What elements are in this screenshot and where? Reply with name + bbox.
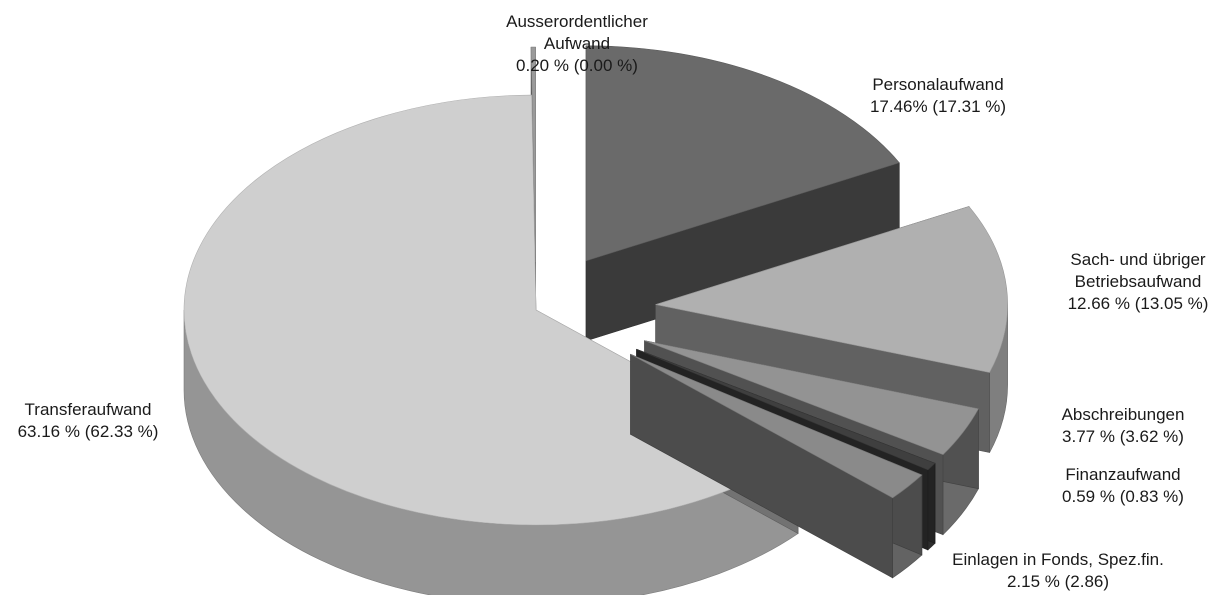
label-line: Betriebsaufwand <box>1075 272 1202 291</box>
label-line: Sach- und übriger <box>1070 250 1205 269</box>
slice-top <box>630 354 923 499</box>
label-line: 0.20 % (0.00 %) <box>516 56 638 75</box>
slice-top <box>655 206 1008 373</box>
slice-top <box>644 340 979 456</box>
label-line: 63.16 % (62.33 %) <box>18 422 159 441</box>
label-line: Finanzaufwand <box>1065 465 1180 484</box>
label-line: Ausserordentlicher <box>506 12 648 31</box>
label-line: Einlagen in Fonds, Spez.fin. <box>952 550 1164 569</box>
label-ausserordentlicher-aufwand: Ausserordentlicher Aufwand 0.20 % (0.00 %) <box>506 12 648 75</box>
slice-top <box>530 46 536 263</box>
slice-personalaufwand <box>585 45 900 342</box>
slice-labels: Personalaufwand 17.46% (17.31 %) Sach- und… <box>18 12 1209 591</box>
slice-einlagen-in-fonds-spez-fin <box>630 353 923 579</box>
label-abschreibungen: Abschreibungen 3.77 % (3.62 %) <box>1062 405 1185 446</box>
label-transferaufwand: Transferaufwand 63.16 % (62.33 %) <box>18 400 159 441</box>
label-line: 17.46% (17.31 %) <box>870 97 1006 116</box>
slice-top <box>636 349 936 471</box>
label-finanzaufwand: Finanzaufwand 0.59 % (0.83 %) <box>1062 465 1184 506</box>
label-personalaufwand: Personalaufwand 17.46% (17.31 %) <box>870 75 1006 116</box>
label-sach-und-briger-betriebsaufwand: Sach- und übriger Betriebsaufwand 12.66 % … <box>1068 250 1209 313</box>
label-line: 3.77 % (3.62 %) <box>1062 427 1184 446</box>
label-line: Aufwand <box>544 34 610 53</box>
pie-slices <box>183 45 1008 595</box>
label-line: 0.59 % (0.83 %) <box>1062 487 1184 506</box>
label-line: 2.15 % (2.86) <box>1007 572 1109 591</box>
label-einlagen-in-fonds-spez-fin: Einlagen in Fonds, Spez.fin. 2.15 % (2.86… <box>952 550 1164 591</box>
label-line: 12.66 % (13.05 %) <box>1068 294 1209 313</box>
label-line: Personalaufwand <box>872 75 1003 94</box>
slice-top <box>585 45 900 262</box>
label-line: Transferaufwand <box>25 400 152 419</box>
label-line: Abschreibungen <box>1062 405 1185 424</box>
